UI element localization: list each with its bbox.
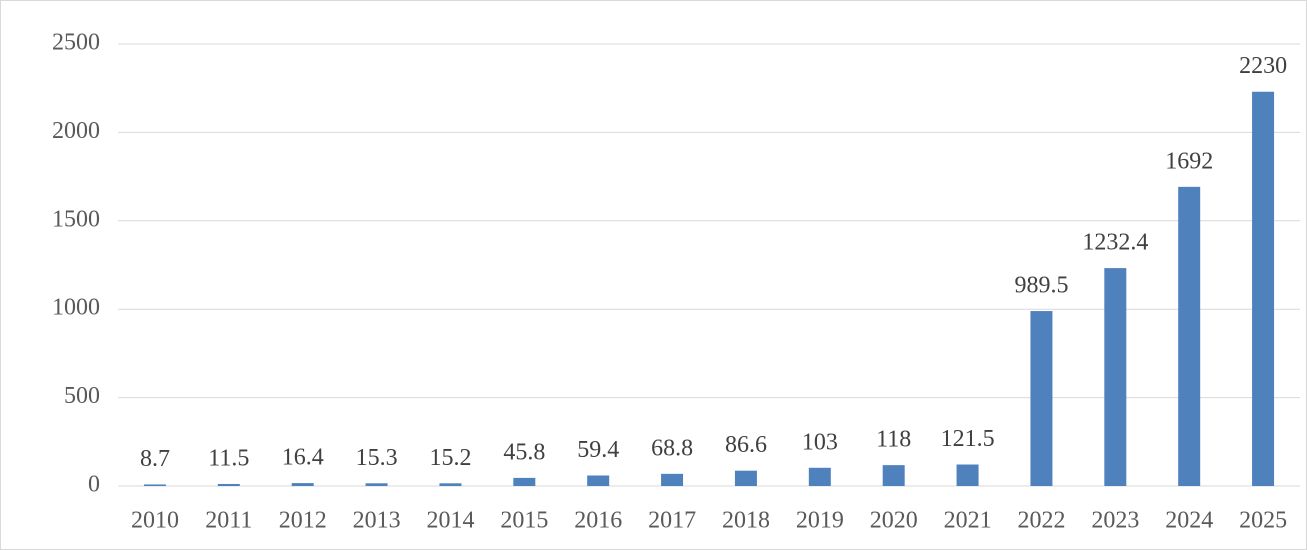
x-tick-label: 2011 bbox=[205, 508, 252, 534]
y-tick-label: 1000 bbox=[52, 295, 100, 321]
x-tick-label: 2014 bbox=[426, 508, 474, 534]
x-tick-label: 2017 bbox=[648, 508, 696, 534]
bar bbox=[1030, 311, 1053, 486]
data-label: 2230 bbox=[1239, 53, 1287, 79]
bar bbox=[882, 465, 905, 486]
bar bbox=[587, 475, 610, 486]
bar bbox=[291, 483, 314, 486]
data-label: 68.8 bbox=[651, 435, 693, 461]
data-label: 103 bbox=[802, 429, 838, 455]
bar bbox=[808, 467, 831, 486]
bar bbox=[365, 483, 388, 486]
x-tick-label: 2023 bbox=[1091, 508, 1139, 534]
y-tick-label: 0 bbox=[88, 472, 100, 498]
data-label: 1692 bbox=[1165, 148, 1213, 174]
x-tick-label: 2024 bbox=[1165, 508, 1213, 534]
data-label: 15.2 bbox=[429, 445, 471, 471]
data-label: 989.5 bbox=[1014, 273, 1068, 299]
bar bbox=[1104, 268, 1127, 486]
data-label: 16.4 bbox=[282, 445, 324, 471]
data-label: 121.5 bbox=[941, 426, 995, 452]
x-tick-label: 2020 bbox=[870, 508, 918, 534]
bar bbox=[513, 477, 536, 486]
data-label: 86.6 bbox=[725, 432, 767, 458]
bar bbox=[217, 483, 240, 486]
x-tick-label: 2019 bbox=[796, 508, 844, 534]
x-tick-label: 2025 bbox=[1239, 508, 1287, 534]
data-label: 59.4 bbox=[577, 437, 619, 463]
data-label: 1232.4 bbox=[1082, 230, 1148, 256]
x-tick-label: 2021 bbox=[944, 508, 992, 534]
y-tick-label: 1500 bbox=[52, 206, 100, 232]
x-tick-label: 2013 bbox=[353, 508, 401, 534]
y-tick-label: 500 bbox=[64, 383, 100, 409]
x-tick-label: 2016 bbox=[574, 508, 622, 534]
data-label: 45.8 bbox=[503, 439, 545, 465]
data-label: 15.3 bbox=[356, 445, 398, 471]
data-label: 11.5 bbox=[208, 445, 249, 471]
x-tick-label: 2018 bbox=[722, 508, 770, 534]
bar bbox=[1178, 186, 1201, 486]
x-tick-label: 2015 bbox=[500, 508, 548, 534]
bar bbox=[439, 483, 462, 486]
x-tick-label: 2010 bbox=[131, 508, 179, 534]
x-tick-label: 2022 bbox=[1017, 508, 1065, 534]
bar bbox=[143, 484, 166, 486]
y-tick-label: 2500 bbox=[52, 30, 100, 56]
bar bbox=[956, 464, 979, 486]
data-label: 8.7 bbox=[140, 446, 170, 472]
data-label: 118 bbox=[876, 427, 911, 453]
bar bbox=[661, 473, 684, 486]
bar bbox=[734, 470, 757, 486]
x-tick-label: 2012 bbox=[279, 508, 327, 534]
bar bbox=[1252, 91, 1275, 487]
y-tick-label: 2000 bbox=[52, 118, 100, 144]
